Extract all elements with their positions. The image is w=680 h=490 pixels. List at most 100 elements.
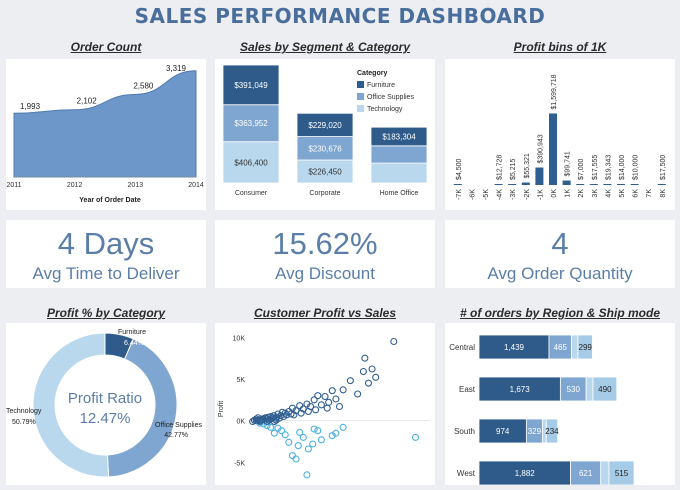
x-tick-label: 2013 <box>128 182 144 189</box>
region-label: East <box>459 385 476 394</box>
scatter-point <box>314 392 322 400</box>
legend-swatch <box>357 81 364 88</box>
x-tick-label: 2011 <box>6 182 21 189</box>
x-tick-label: 2012 <box>67 182 83 189</box>
bin-label: $99,741 <box>565 151 572 176</box>
category-label: Home Office <box>380 190 419 197</box>
donut-center-label: Profit Ratio <box>68 390 142 407</box>
bin-tick-label: 5K <box>619 189 626 198</box>
region-label: South <box>454 427 475 436</box>
legend-swatch <box>357 105 364 112</box>
y-axis-title: Profit <box>218 401 225 417</box>
scatter-point <box>296 428 304 436</box>
donut-slice <box>32 332 110 478</box>
x-tick-label: 2014 <box>188 182 204 189</box>
scatter-point <box>270 417 278 426</box>
scatter-point <box>328 387 336 395</box>
scatter-point <box>325 398 333 406</box>
orders-region-chart: Central 1,439 465 299 East 1,673 530 490 South 97… <box>449 334 635 486</box>
profit-category-title: Profit % by Category <box>46 306 166 320</box>
bin-tick-label: 2K <box>578 189 585 198</box>
scatter-point <box>299 433 307 441</box>
region-segment <box>577 334 593 360</box>
stack-segment <box>370 126 428 147</box>
bin-tick-label: 3K <box>592 189 599 198</box>
segment-label: 1,673 <box>510 385 531 394</box>
category-label: Corporate <box>309 190 340 197</box>
customer-profit-panel: 10K 5K 0K -5K Profit <box>215 323 435 485</box>
kpi-avg-discount: 15.62% Avg Discount <box>215 220 435 288</box>
bin-tick-label: -1K <box>537 189 544 200</box>
scatter-point <box>339 386 347 394</box>
bin-label: $1,599,718 <box>551 74 558 109</box>
scatter-point <box>297 409 305 417</box>
bin-bar <box>508 184 517 185</box>
scatter-point <box>304 445 312 453</box>
data-label: 2,580 <box>133 81 154 90</box>
segment-label: $229,020 <box>308 121 342 130</box>
bin-label: $4,500 <box>456 158 463 180</box>
segment-label: $406,400 <box>234 158 268 167</box>
stack-segment <box>370 145 428 164</box>
scatter-point <box>303 400 311 408</box>
order-count-chart: 1,993 2011 2,102 2012 2,580 2013 3,319 2014 Year… <box>6 64 204 204</box>
segment-label: $363,952 <box>234 119 268 128</box>
legend-label: Furniture <box>367 82 395 89</box>
scatter-point <box>372 373 380 381</box>
data-label: 1,993 <box>20 102 41 111</box>
region-segment <box>592 376 618 402</box>
slice-name: Technology <box>6 408 42 415</box>
scatter-point <box>280 412 288 421</box>
dashboard-title: SALES PERFORMANCE DASHBOARD <box>134 4 546 28</box>
order-count-title: Order Count <box>70 40 142 54</box>
data-label: 3,319 <box>166 64 187 73</box>
scatter-point <box>364 379 373 387</box>
customer-profit-title: Customer Profit vs Sales <box>253 306 397 320</box>
scatter-point <box>281 431 289 439</box>
profit-bins-title: Profit bins of 1K <box>513 40 607 54</box>
kpi-avg-time: 4 Days Avg Time to Deliver <box>6 220 206 288</box>
scatter-point <box>335 402 344 411</box>
segment-label: 329 <box>528 427 542 436</box>
bin-bar <box>562 180 571 185</box>
scatter-point <box>267 423 275 431</box>
region-segment <box>478 376 561 402</box>
bin-tick-label: 6K <box>633 189 640 198</box>
y-tick-label: -5K <box>234 460 245 467</box>
scatter-point <box>310 425 318 433</box>
region-segment <box>600 460 610 486</box>
bin-bar <box>603 184 612 185</box>
scatter-point <box>285 438 293 446</box>
customer-profit-chart: 10K 5K 0K -5K Profit <box>218 335 430 479</box>
scatter-point <box>317 401 325 409</box>
bin-bar <box>576 184 585 185</box>
scatter-point <box>339 423 347 431</box>
bin-label: $5,215 <box>510 158 517 180</box>
bin-bar <box>521 182 530 185</box>
bin-label: $17,500 <box>660 155 667 180</box>
orders-region-panel: Central 1,439 465 299 East 1,673 530 490 South 97… <box>445 323 675 486</box>
bin-bar <box>494 184 503 185</box>
bin-tick-label: -2K <box>524 189 531 200</box>
order-count-area <box>13 70 197 178</box>
region-segment <box>545 418 559 444</box>
bin-label: $19,343 <box>605 155 612 180</box>
bin-label: $14,000 <box>619 155 626 180</box>
region-label: West <box>457 469 476 478</box>
bin-label: $10,000 <box>633 155 640 180</box>
scatter-point <box>359 367 367 376</box>
bin-bar <box>453 184 462 185</box>
legend-title: Category <box>357 70 387 77</box>
kpi-label: Avg Discount <box>275 264 375 283</box>
profit-bins-chart: $4,500 -7K -6K -5K $12,728 -4K $5,215 -3K $55,32… <box>453 74 667 200</box>
segment-label: 490 <box>598 385 612 394</box>
sales-segment-chart: $406,400 $363,952 $391,049 Consumer $226,450… <box>222 64 428 197</box>
stack-segment <box>222 64 280 106</box>
kpi-value: 15.62% <box>272 226 378 261</box>
kpi-avg-quantity: 4 Avg Order Quantity <box>445 220 675 288</box>
legend-label: Office Supplies <box>367 94 414 101</box>
scatter-point <box>288 452 296 460</box>
bin-bar <box>535 167 544 185</box>
kpi-label: Avg Time to Deliver <box>32 264 180 283</box>
slice-value: 50.79% <box>12 419 36 426</box>
